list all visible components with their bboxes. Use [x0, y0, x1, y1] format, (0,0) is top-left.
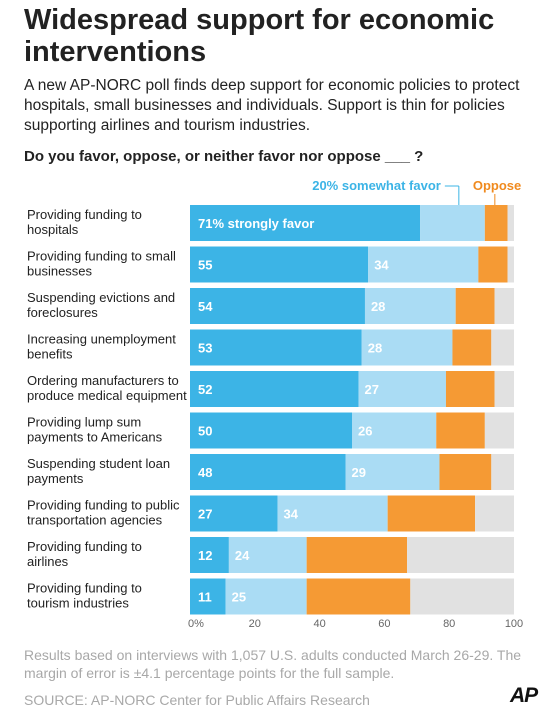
bar-strongly-favor: [190, 537, 229, 573]
category-label: Providing funding to small: [27, 249, 176, 264]
chart-subtitle: A new AP-NORC poll finds deep support fo…: [24, 77, 520, 134]
bar-oppose: [439, 454, 492, 490]
category-label: Providing funding to: [27, 207, 142, 222]
bar-oppose: [387, 495, 476, 532]
value-label-strongly-favor: 48: [198, 465, 212, 480]
category-label: foreclosures: [27, 305, 98, 320]
category-label: Providing funding to: [27, 539, 142, 554]
bar-strongly-favor: [190, 329, 362, 366]
bar-strongly-favor: [190, 246, 369, 283]
bar-oppose: [436, 412, 485, 449]
bar-strongly-favor: [190, 454, 346, 490]
value-label-strongly-favor: 52: [198, 382, 212, 397]
bar-neither: [410, 578, 514, 615]
value-label-somewhat-favor: 29: [352, 465, 366, 480]
bar-strongly-favor: [190, 495, 278, 532]
category-label: payments to Americans: [27, 430, 163, 445]
category-label: Suspending evictions and: [27, 290, 175, 305]
x-tick-label: 60: [378, 618, 390, 630]
value-label-strongly-favor: 71% strongly favor: [198, 216, 314, 231]
bar-strongly-favor: [190, 288, 365, 324]
category-label: produce medical equipment: [27, 388, 187, 403]
methodology-note: Results based on interviews with 1,057 U…: [24, 647, 522, 681]
category-label: Suspending student loan: [27, 456, 170, 471]
legend-somewhat-favor: 20% somewhat favor: [312, 178, 441, 193]
bar-somewhat-favor: [345, 454, 440, 490]
bar-oppose: [306, 578, 411, 615]
bar-oppose: [455, 288, 495, 324]
category-label: payments: [27, 471, 84, 486]
bar-neither: [407, 537, 514, 573]
value-label-strongly-favor: 54: [198, 299, 213, 314]
survey-question: Do you favor, oppose, or neither favor n…: [24, 148, 424, 165]
value-label-strongly-favor: 53: [198, 341, 212, 356]
value-label-somewhat-favor: 25: [232, 590, 246, 605]
bar-neither: [507, 205, 514, 241]
value-label-strongly-favor: 12: [198, 548, 212, 563]
x-tick-label: 20: [249, 618, 261, 630]
bar-somewhat-favor: [358, 371, 446, 407]
value-label-strongly-favor: 11: [198, 590, 212, 605]
x-tick-label: 40: [313, 618, 325, 630]
value-label-somewhat-favor: 28: [368, 341, 382, 356]
category-label: Providing funding to public: [27, 498, 180, 513]
bar-neither: [475, 495, 514, 532]
bar-neither: [491, 329, 514, 366]
bar-neither: [507, 246, 514, 283]
category-label: Increasing unemployment: [27, 332, 176, 347]
ap-logo: AP: [510, 684, 538, 707]
bar-strongly-favor: [190, 371, 359, 407]
category-label: transportation agencies: [27, 513, 163, 528]
category-label: tourism industries: [27, 596, 129, 611]
bar-somewhat-favor: [368, 246, 479, 283]
value-label-somewhat-favor: 28: [371, 299, 385, 314]
bar-somewhat-favor: [361, 329, 453, 366]
bar-strongly-favor: [190, 205, 421, 241]
value-label-somewhat-favor: 26: [358, 424, 372, 439]
category-label: Providing funding to: [27, 581, 142, 596]
value-label-somewhat-favor: 34: [374, 258, 389, 273]
bar-oppose: [478, 246, 508, 283]
value-label-somewhat-favor: 27: [364, 382, 378, 397]
category-label: Providing lump sum: [27, 415, 141, 430]
bar-strongly-favor: [190, 578, 226, 615]
bar-somewhat-favor: [352, 412, 437, 449]
bar-somewhat-favor: [228, 537, 307, 573]
bar-somewhat-favor: [225, 578, 307, 615]
bar-neither: [494, 371, 514, 407]
bar-strongly-favor: [190, 412, 352, 449]
bar-oppose: [445, 371, 495, 407]
bar-oppose: [306, 537, 408, 573]
bar-neither: [484, 412, 514, 449]
category-label: businesses: [27, 264, 93, 279]
value-label-strongly-favor: 50: [198, 424, 212, 439]
category-label: benefits: [27, 347, 73, 362]
category-label: airlines: [27, 554, 69, 569]
value-label-strongly-favor: 27: [198, 507, 212, 522]
value-label-strongly-favor: 55: [198, 258, 212, 273]
category-label: hospitals: [27, 222, 79, 237]
bar-neither: [494, 288, 514, 324]
bar-somewhat-favor: [420, 205, 485, 241]
x-tick-label: 80: [443, 618, 455, 630]
bar-somewhat-favor: [364, 288, 456, 324]
chart-title: Widespread support for economic interven…: [24, 4, 495, 68]
bar-neither: [491, 454, 514, 490]
x-tick-label: 100: [505, 618, 523, 630]
source-line: SOURCE: AP-NORC Center for Public Affair…: [24, 692, 370, 708]
value-label-somewhat-favor: 24: [235, 548, 250, 563]
value-label-somewhat-favor: 34: [283, 507, 298, 522]
legend-oppose: Oppose: [473, 178, 521, 193]
category-label: Ordering manufacturers to: [27, 373, 179, 388]
bar-oppose: [452, 329, 492, 366]
x-tick-label: 0%: [188, 618, 204, 630]
bar-oppose: [484, 205, 508, 241]
bar-somewhat-favor: [277, 495, 388, 532]
